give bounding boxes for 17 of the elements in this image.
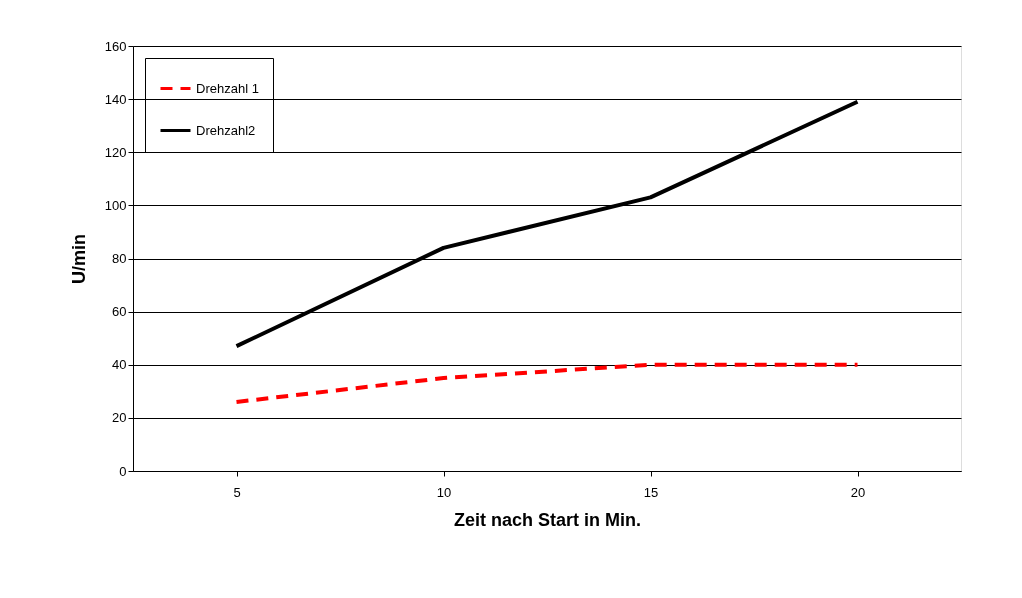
y-axis-title: U/min — [68, 233, 89, 285]
x-tick-label: 10 — [436, 484, 452, 500]
y-tick-label: 80 — [112, 251, 127, 266]
y-tick-label: 160 — [104, 38, 127, 54]
legend-label: Drehzahl 1 — [196, 80, 259, 96]
y-tick-label: 20 — [112, 410, 127, 426]
x-tick-label: 20 — [850, 484, 866, 500]
y-tick-label: 0 — [119, 463, 127, 479]
y-tick-label: 60 — [112, 304, 127, 320]
x-tick-label: 15 — [643, 484, 659, 500]
y-tick-label: 100 — [104, 197, 127, 213]
x-axis-title: Zeit nach Start in Min. — [453, 509, 642, 530]
y-tick-label: 140 — [104, 91, 127, 107]
x-tick-label: 5 — [233, 484, 241, 500]
legend-label: Drehzahl2 — [196, 122, 256, 138]
y-tick-label: 120 — [104, 144, 127, 160]
y-tick-label: 40 — [112, 357, 127, 373]
